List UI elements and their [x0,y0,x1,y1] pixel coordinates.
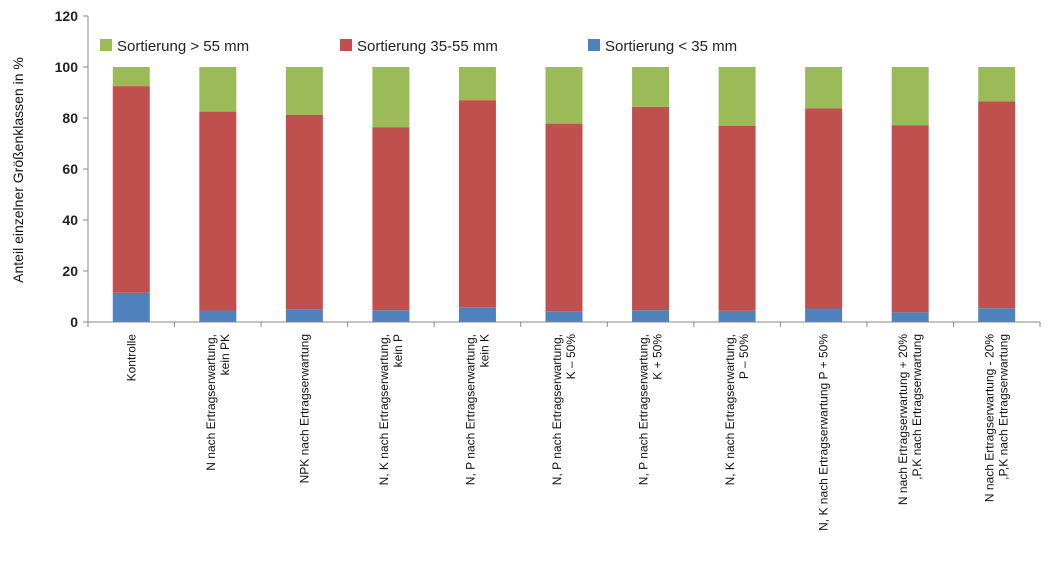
x-axis: Kontrolle N nach Ertragserwartung, kein PK… [87,321,1041,531]
bar-segment [978,67,1016,102]
bar-segment [632,67,670,107]
x-category-label: ,P,K nach Ertragserwartung [910,334,924,480]
legend-label: Sortierung 35-55 mm [357,38,498,55]
bar-segment [458,307,496,322]
bar-segment [372,67,410,128]
x-category-label: kein PK [218,334,232,375]
x-category-label: K – 50% [564,334,578,380]
x-category-label: N, P nach Ertragserwartung, [463,334,477,485]
y-axis: 0 20 40 60 80 100 120 [55,8,89,330]
bar-segment [891,125,929,313]
bar-segment [285,67,323,115]
bar-segment [718,310,756,322]
bar-segment [805,308,843,322]
x-category-label: N, P nach Ertragserwartung, [550,334,564,485]
bar-segment [805,67,843,109]
bar-segment [285,114,323,310]
x-category-label: P – 50% [737,334,751,379]
x-category-label: Kontrolle [124,334,138,382]
bar-segment [112,86,150,293]
bar-segment [805,108,843,309]
x-category-label: N, K nach Ertragserwartung, [377,334,391,485]
bar-segment [458,67,496,101]
x-category-label: ,P,K nach Ertragserwartung [997,334,1011,480]
x-category-label: NPK nach Ertragserwartung [297,334,311,483]
x-category-label: N, K nach Ertragserwartung P + 50% [817,334,831,531]
bar-segment [891,312,929,322]
bar-segment [372,310,410,322]
bar-segment [891,67,929,126]
x-category-label: kein P [391,334,405,367]
bar-segment [458,100,496,308]
bar-segment [285,309,323,322]
legend-swatch [588,39,600,51]
y-tick-label: 40 [62,212,78,228]
y-tick-label: 100 [55,59,79,75]
bar-segment [632,310,670,322]
legend-label: Sortierung > 55 mm [117,38,249,55]
x-category-label: N nach Ertragserwartung - 20% [983,334,997,502]
y-tick-label: 60 [62,161,78,177]
bar-segment [632,106,670,311]
bar-segment [112,67,150,87]
bars [112,67,1016,322]
legend-label: Sortierung < 35 mm [605,38,737,55]
x-category-label: N nach Ertragserwartung, [204,334,218,471]
y-tick-label: 0 [70,314,78,330]
bar-segment [978,308,1016,322]
y-tick-label: 80 [62,110,78,126]
bar-segment [545,67,583,124]
legend: Sortierung > 55 mm Sortierung 35-55 mm Sor… [100,38,737,55]
bar-segment [545,311,583,322]
x-category-label: K + 50% [651,334,665,380]
bar-segment [372,127,410,311]
bar-segment [199,310,237,322]
legend-swatch [100,39,112,51]
bar-segment [112,292,150,322]
x-category-label: kein K [477,334,491,367]
y-tick-label: 120 [55,8,79,24]
legend-swatch [340,39,352,51]
x-category-label: N, K nach Ertragserwartung, [723,334,737,485]
bar-segment [718,67,756,126]
bar-segment [978,101,1016,309]
bar-segment [718,125,756,311]
bar-segment [199,67,237,112]
y-axis-label: Anteil einzelner Größenklassen in % [10,57,26,283]
y-tick-label: 20 [62,263,78,279]
x-category-label: N, P nach Ertragserwartung, [637,334,651,485]
x-category-label: N nach Ertragserwartung + 20% [896,334,910,505]
bar-segment [199,111,237,311]
bar-segment [545,123,583,312]
